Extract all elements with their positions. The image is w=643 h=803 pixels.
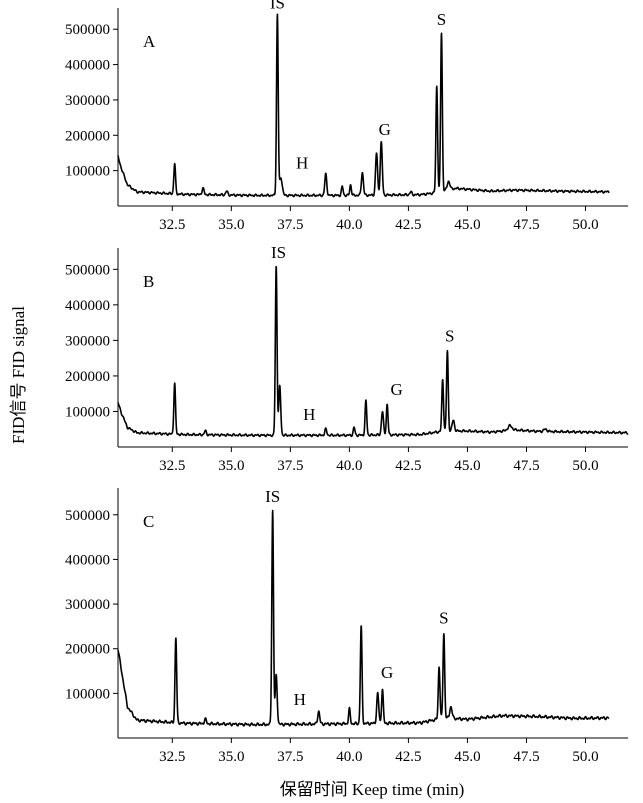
x-tick-label: 42.5 bbox=[395, 217, 421, 233]
x-tick-label: 42.5 bbox=[395, 749, 421, 765]
x-tick-label: 40.0 bbox=[336, 217, 362, 233]
peak-label-s: S bbox=[439, 608, 448, 627]
x-tick-label: 32.5 bbox=[159, 749, 185, 765]
x-tick-label: 50.0 bbox=[572, 749, 598, 765]
x-tick-label: 50.0 bbox=[572, 458, 598, 474]
peak-label-h: H bbox=[296, 153, 308, 172]
peak-label-g: G bbox=[390, 380, 402, 399]
y-tick-label: 500000 bbox=[65, 22, 110, 38]
peak-label-is: IS bbox=[265, 487, 280, 506]
y-tick-label: 300000 bbox=[65, 597, 110, 613]
y-tick-label: 400000 bbox=[65, 552, 110, 568]
panel-label: A bbox=[143, 32, 156, 51]
x-tick-label: 45.0 bbox=[454, 458, 480, 474]
x-tick-label: 45.0 bbox=[454, 217, 480, 233]
peak-label-h: H bbox=[294, 690, 306, 709]
y-tick-label: 100000 bbox=[65, 404, 110, 420]
x-tick-label: 35.0 bbox=[218, 749, 244, 765]
y-tick-label: 100000 bbox=[65, 686, 110, 702]
y-tick-label: 300000 bbox=[65, 333, 110, 349]
panel-c: 100000 200000 300000 400000 500000 32.5 35.0 37… bbox=[65, 487, 628, 765]
x-tick-label: 45.0 bbox=[454, 749, 480, 765]
x-tick-label: 32.5 bbox=[159, 217, 185, 233]
x-tick-label: 47.5 bbox=[513, 217, 539, 233]
peak-label-g: G bbox=[379, 120, 391, 139]
panel-label: C bbox=[143, 512, 154, 531]
chromatogram-panels: 100000 200000 300000 400000 500000 32.5 35.0 37… bbox=[65, 0, 629, 765]
y-tick-label: 400000 bbox=[65, 298, 110, 314]
x-tick-label: 37.5 bbox=[277, 217, 303, 233]
fid-trace bbox=[117, 509, 610, 727]
panel-label: B bbox=[143, 272, 154, 291]
x-tick-label: 35.0 bbox=[218, 217, 244, 233]
x-tick-label: 40.0 bbox=[336, 458, 362, 474]
peak-label-is: IS bbox=[271, 243, 286, 262]
peak-label-h: H bbox=[303, 405, 315, 424]
x-tick-label: 37.5 bbox=[277, 749, 303, 765]
peak-label-is: IS bbox=[270, 0, 285, 12]
y-tick-label: 500000 bbox=[65, 508, 110, 524]
y-axis-title: FID信号 FID signal bbox=[9, 306, 28, 444]
x-tick-label: 35.0 bbox=[218, 458, 244, 474]
y-tick-label: 500000 bbox=[65, 262, 110, 278]
y-tick-label: 200000 bbox=[65, 642, 110, 658]
fid-trace bbox=[117, 265, 629, 438]
x-tick-label: 37.5 bbox=[277, 458, 303, 474]
x-tick-label: 42.5 bbox=[395, 458, 421, 474]
x-tick-label: 40.0 bbox=[336, 749, 362, 765]
y-tick-label: 300000 bbox=[65, 93, 110, 109]
peak-label-g: G bbox=[381, 663, 393, 682]
x-tick-label: 47.5 bbox=[513, 458, 539, 474]
y-tick-label: 200000 bbox=[65, 369, 110, 385]
y-tick-label: 200000 bbox=[65, 128, 110, 144]
x-tick-label: 50.0 bbox=[572, 217, 598, 233]
peak-label-s: S bbox=[437, 10, 446, 29]
peak-label-s: S bbox=[445, 327, 454, 346]
fid-trace bbox=[117, 13, 610, 198]
panel-a: 100000 200000 300000 400000 500000 32.5 35.0 37… bbox=[65, 0, 628, 233]
panel-b: 100000 200000 300000 400000 500000 32.5 35.0 37… bbox=[65, 243, 629, 474]
y-tick-label: 400000 bbox=[65, 58, 110, 74]
x-axis-title: 保留时间 Keep time (min) bbox=[280, 780, 465, 799]
x-tick-label: 47.5 bbox=[513, 749, 539, 765]
x-tick-label: 32.5 bbox=[159, 458, 185, 474]
y-tick-label: 100000 bbox=[65, 164, 110, 180]
